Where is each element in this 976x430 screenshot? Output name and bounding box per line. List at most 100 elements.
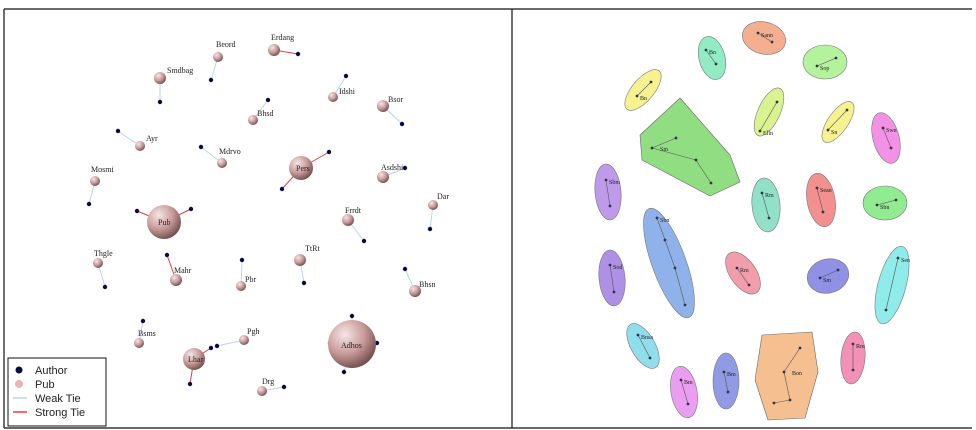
pub-sphere bbox=[328, 92, 338, 102]
cluster-hull bbox=[821, 101, 855, 143]
cluster-node bbox=[608, 204, 612, 208]
cluster-group: Sod bbox=[598, 249, 626, 307]
cluster-group: Bn bbox=[697, 36, 727, 80]
cluster-edge bbox=[816, 57, 837, 67]
pub-sphere bbox=[217, 158, 227, 168]
cluster-edge bbox=[705, 49, 717, 65]
legend-box bbox=[7, 357, 107, 427]
pub-label: Lhar bbox=[188, 355, 203, 364]
cluster-node bbox=[788, 398, 792, 402]
pub-label: Beord bbox=[216, 40, 236, 49]
author-node bbox=[265, 97, 271, 103]
cluster-label: Sm bbox=[823, 278, 831, 284]
cluster-node bbox=[709, 181, 713, 185]
cluster-label: Rm bbox=[765, 193, 774, 199]
cluster-node bbox=[851, 368, 855, 372]
pub-node: Smdbag bbox=[154, 66, 193, 105]
cluster-edge bbox=[651, 147, 697, 161]
author-node bbox=[402, 266, 408, 272]
cluster-edge bbox=[674, 267, 686, 306]
author-node bbox=[326, 149, 332, 155]
cluster-node bbox=[775, 100, 779, 104]
legend-author-label: Author bbox=[35, 365, 68, 377]
pub-node: Idshi bbox=[328, 73, 356, 102]
author-node bbox=[188, 206, 194, 212]
pub-label: Mahr bbox=[174, 266, 192, 275]
pub-sphere bbox=[147, 205, 181, 239]
cluster-hull bbox=[753, 87, 785, 137]
pub-label: Erdang bbox=[271, 33, 294, 42]
cluster-node bbox=[648, 356, 652, 360]
cluster-label: Sod bbox=[613, 265, 622, 271]
cluster-label: Rm bbox=[856, 344, 865, 350]
cluster-hull bbox=[871, 112, 901, 164]
legend: Author Pub Weak Tie Strong Tie bbox=[7, 357, 107, 427]
cluster-hull bbox=[639, 97, 741, 197]
pub-node: Thgle bbox=[93, 249, 113, 290]
pub-sphere bbox=[289, 156, 313, 180]
pub-node: Erdang bbox=[268, 33, 301, 57]
cluster-hull bbox=[725, 251, 761, 295]
cluster-label: Sean bbox=[820, 188, 832, 194]
cluster-group: Sen bbox=[874, 245, 910, 325]
cluster-edge bbox=[723, 371, 729, 393]
pub-node: TtRt bbox=[294, 244, 320, 286]
cluster-label: Bon bbox=[792, 371, 802, 377]
cluster-hull bbox=[806, 172, 836, 228]
pub-node: Frrdt bbox=[342, 206, 367, 244]
cluster-node bbox=[649, 80, 653, 84]
cluster-label: Elln bbox=[763, 131, 773, 137]
author-node bbox=[301, 280, 307, 286]
pub-sphere bbox=[377, 100, 389, 112]
author-node bbox=[115, 128, 121, 134]
cluster-edge bbox=[885, 257, 899, 311]
pub-label: Adhos bbox=[341, 341, 362, 350]
pub-node: Dar bbox=[427, 192, 449, 232]
legend-weak-tie-label: Weak Tie bbox=[35, 393, 81, 405]
cluster-node bbox=[798, 346, 802, 350]
author-node bbox=[281, 384, 287, 390]
cluster-label: Bm bbox=[727, 372, 736, 378]
pub-node: Ayr bbox=[115, 128, 158, 151]
pub-node: Asdshi bbox=[377, 163, 408, 183]
pub-label: Ayr bbox=[146, 134, 158, 143]
cluster-node bbox=[815, 64, 819, 68]
cluster-group: Sbm bbox=[594, 163, 622, 221]
cluster-group: Sm bbox=[806, 258, 850, 294]
cluster-group: Bon bbox=[754, 331, 819, 421]
cluster-node bbox=[881, 126, 885, 130]
cluster-edge bbox=[656, 217, 666, 241]
cluster-label: Sbn bbox=[880, 205, 889, 211]
cluster-node bbox=[714, 62, 718, 66]
cluster-group: Bn bbox=[624, 69, 662, 111]
cluster-node bbox=[821, 210, 825, 214]
cluster-node bbox=[673, 266, 677, 270]
pub-label: Mdrvo bbox=[219, 147, 241, 156]
cluster-edge bbox=[783, 371, 791, 401]
cluster-node bbox=[756, 31, 760, 35]
cluster-edge bbox=[664, 239, 676, 269]
cluster-group: Sbn bbox=[862, 185, 908, 221]
cluster-node bbox=[704, 48, 708, 52]
pub-sphere bbox=[294, 254, 306, 266]
pub-node: Pgh bbox=[214, 327, 259, 349]
cluster-group: Elln bbox=[753, 87, 785, 137]
pub-node: Pub bbox=[134, 205, 194, 239]
legend-pub-label: Pub bbox=[35, 379, 55, 391]
author-marker-icon bbox=[15, 366, 23, 374]
cluster-node bbox=[818, 276, 822, 280]
cluster-label: Bn bbox=[640, 96, 647, 102]
author-node bbox=[86, 201, 92, 207]
pub-label: Bhsn bbox=[419, 280, 435, 289]
cluster-edge bbox=[695, 159, 712, 184]
pub-sphere bbox=[409, 285, 421, 297]
author-node bbox=[187, 381, 193, 387]
pub-sphere bbox=[90, 176, 100, 186]
cluster-hull bbox=[754, 331, 819, 421]
cluster-node bbox=[826, 128, 830, 132]
pub-sphere bbox=[328, 320, 376, 368]
pub-label: Pub bbox=[158, 218, 170, 227]
cluster-node bbox=[884, 308, 888, 312]
cluster-node bbox=[815, 186, 819, 190]
